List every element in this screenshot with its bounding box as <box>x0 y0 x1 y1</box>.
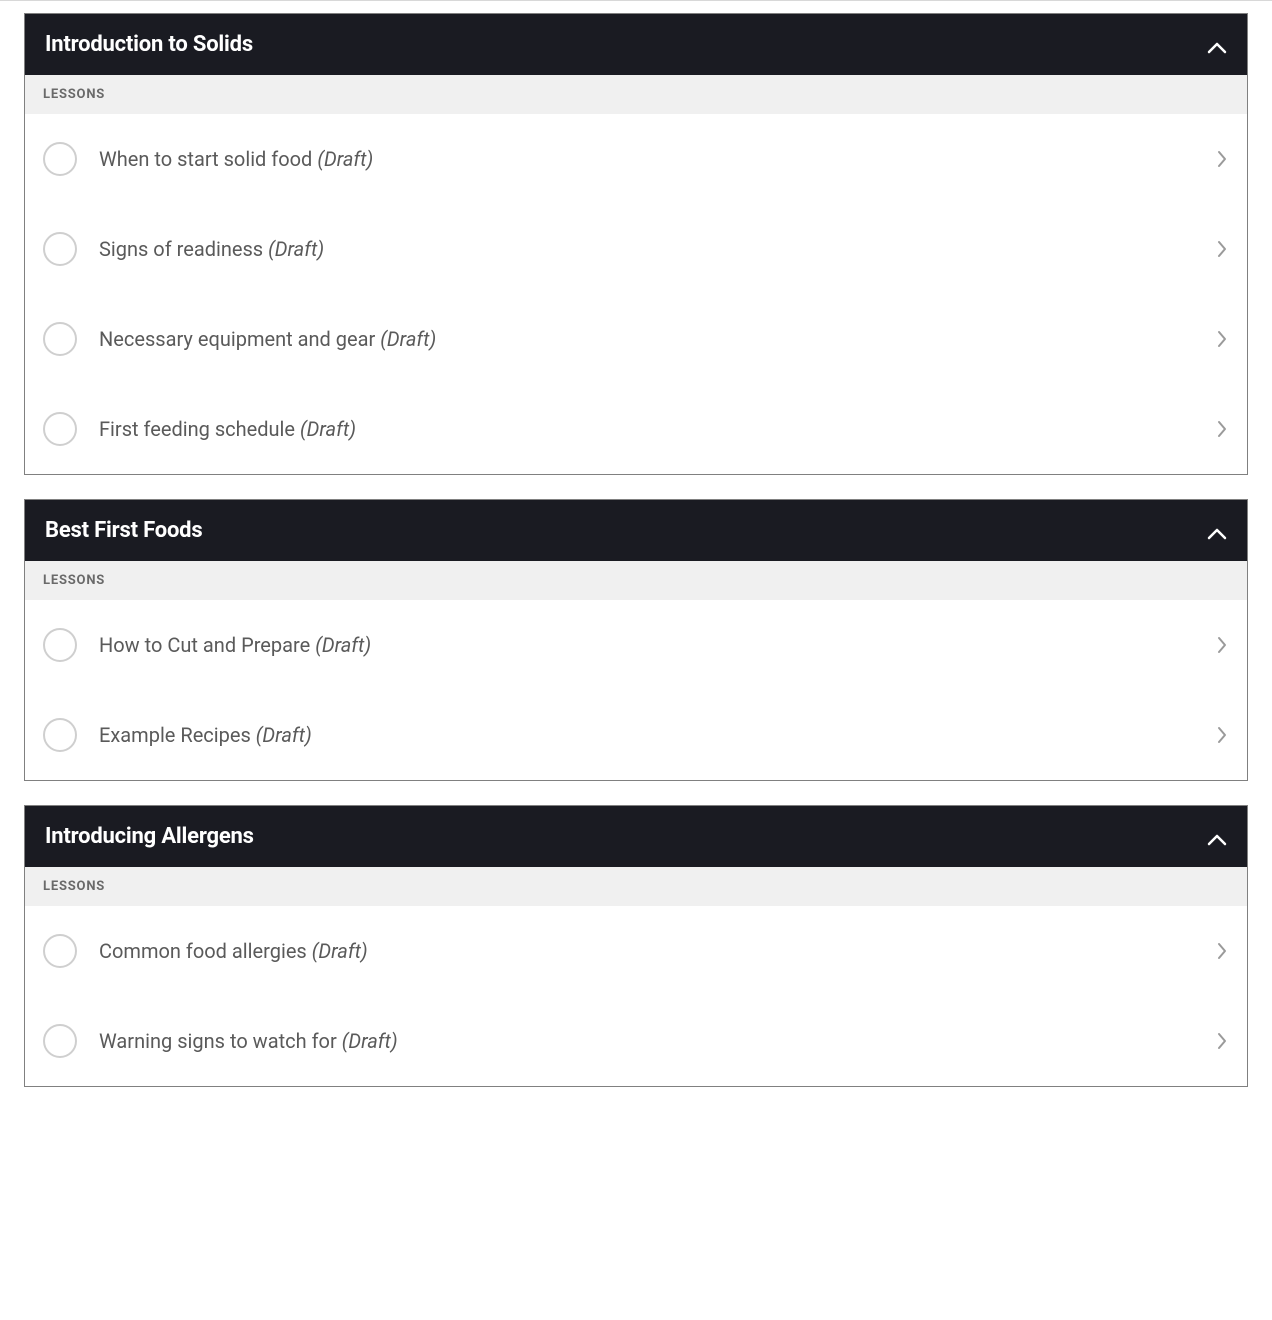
lesson-status-circle-icon <box>43 934 77 968</box>
lesson-draft-badge: (Draft) <box>312 939 368 963</box>
chevron-right-icon[interactable] <box>1217 330 1227 348</box>
lesson-title-text: Example Recipes <box>99 723 251 747</box>
lesson-row[interactable]: First feeding schedule (Draft) <box>25 384 1247 474</box>
section-title: Best First Foods <box>45 518 202 543</box>
lesson-status-circle-icon <box>43 412 77 446</box>
lesson-title: Warning signs to watch for (Draft) <box>99 1029 1217 1053</box>
chevron-right-icon[interactable] <box>1217 636 1227 654</box>
lesson-status-circle-icon <box>43 1024 77 1058</box>
section-header[interactable]: Introduction to Solids <box>25 14 1247 75</box>
lesson-draft-badge: (Draft) <box>300 417 356 441</box>
lesson-draft-badge: (Draft) <box>315 633 371 657</box>
chevron-up-icon[interactable] <box>1207 525 1227 537</box>
course-section: Introducing Allergens LESSONS Common food … <box>24 805 1248 1087</box>
section-title: Introducing Allergens <box>45 824 254 849</box>
lesson-row[interactable]: Signs of readiness (Draft) <box>25 204 1247 294</box>
lesson-status-circle-icon <box>43 628 77 662</box>
lesson-title: When to start solid food (Draft) <box>99 147 1217 171</box>
sections-container: Introduction to Solids LESSONS When to sta… <box>24 13 1248 1087</box>
section-title: Introduction to Solids <box>45 32 253 57</box>
lesson-title: Necessary equipment and gear (Draft) <box>99 327 1217 351</box>
lesson-draft-badge: (Draft) <box>342 1029 398 1053</box>
chevron-right-icon[interactable] <box>1217 726 1227 744</box>
lessons-label: LESSONS <box>25 561 1247 600</box>
chevron-right-icon[interactable] <box>1217 150 1227 168</box>
lesson-row[interactable]: Example Recipes (Draft) <box>25 690 1247 780</box>
lesson-title: Signs of readiness (Draft) <box>99 237 1217 261</box>
chevron-right-icon[interactable] <box>1217 420 1227 438</box>
chevron-right-icon[interactable] <box>1217 942 1227 960</box>
chevron-right-icon[interactable] <box>1217 240 1227 258</box>
lesson-title: Example Recipes (Draft) <box>99 723 1217 747</box>
lesson-draft-badge: (Draft) <box>268 237 324 261</box>
lesson-row[interactable]: When to start solid food (Draft) <box>25 114 1247 204</box>
section-header[interactable]: Best First Foods <box>25 500 1247 561</box>
lessons-label: LESSONS <box>25 867 1247 906</box>
lesson-status-circle-icon <box>43 232 77 266</box>
lesson-row[interactable]: Necessary equipment and gear (Draft) <box>25 294 1247 384</box>
lessons-label: LESSONS <box>25 75 1247 114</box>
lesson-status-circle-icon <box>43 142 77 176</box>
lesson-draft-badge: (Draft) <box>256 723 312 747</box>
chevron-up-icon[interactable] <box>1207 39 1227 51</box>
chevron-right-icon[interactable] <box>1217 1032 1227 1050</box>
lesson-row[interactable]: How to Cut and Prepare (Draft) <box>25 600 1247 690</box>
lesson-title: First feeding schedule (Draft) <box>99 417 1217 441</box>
lesson-row[interactable]: Common food allergies (Draft) <box>25 906 1247 996</box>
lesson-status-circle-icon <box>43 718 77 752</box>
lesson-title: How to Cut and Prepare (Draft) <box>99 633 1217 657</box>
section-header[interactable]: Introducing Allergens <box>25 806 1247 867</box>
lesson-status-circle-icon <box>43 322 77 356</box>
lesson-title-text: Common food allergies <box>99 939 307 963</box>
lesson-title-text: Necessary equipment and gear <box>99 327 375 351</box>
lesson-title-text: Warning signs to watch for <box>99 1029 337 1053</box>
lesson-draft-badge: (Draft) <box>317 147 373 171</box>
lesson-title-text: Signs of readiness <box>99 237 263 261</box>
lesson-title-text: When to start solid food <box>99 147 312 171</box>
course-section: Best First Foods LESSONS How to Cut and Pr… <box>24 499 1248 781</box>
course-section: Introduction to Solids LESSONS When to sta… <box>24 13 1248 475</box>
lesson-draft-badge: (Draft) <box>380 327 436 351</box>
lesson-title-text: How to Cut and Prepare <box>99 633 310 657</box>
chevron-up-icon[interactable] <box>1207 831 1227 843</box>
lesson-row[interactable]: Warning signs to watch for (Draft) <box>25 996 1247 1086</box>
lesson-title: Common food allergies (Draft) <box>99 939 1217 963</box>
lesson-title-text: First feeding schedule <box>99 417 295 441</box>
